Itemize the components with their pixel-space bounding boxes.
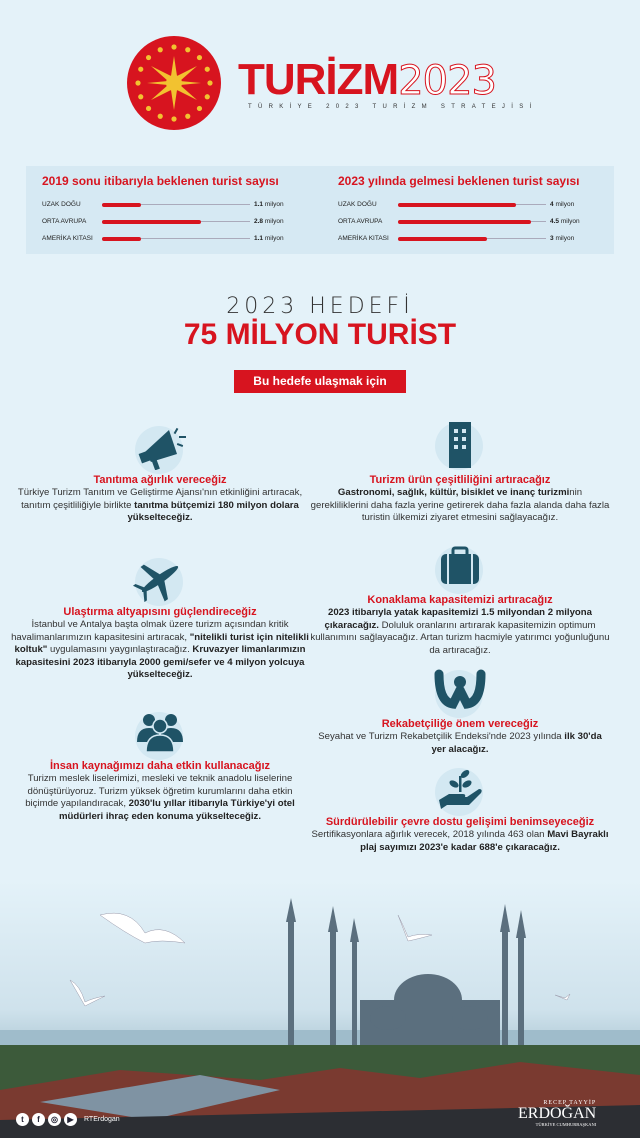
- stat-row: UZAK DOĞU 1.1 milyon: [42, 196, 312, 213]
- stat-row: ORTA AVRUPA 4.5 milyon: [338, 213, 608, 230]
- twitter-icon[interactable]: t: [16, 1113, 29, 1126]
- seal-star: [138, 66, 144, 72]
- stat-bar-track: [102, 236, 250, 241]
- stat-row: AMERİKA KITASI 1.1 milyon: [42, 230, 312, 247]
- stat-value: 3 milyon: [550, 235, 575, 242]
- seal-star: [145, 54, 152, 61]
- seal-star: [171, 116, 177, 122]
- seal-star: [145, 105, 152, 112]
- stat-bar-track: [102, 219, 250, 224]
- youtube-icon[interactable]: ▶: [64, 1113, 77, 1126]
- stat-region: ORTA AVRUPA: [42, 218, 87, 225]
- social-handle: RTErdogan: [84, 1116, 120, 1123]
- tourist-stats-panel: 2019 sonu itibarıyla beklenen turist say…: [26, 166, 614, 254]
- stats-2019: 2019 sonu itibarıyla beklenen turist say…: [42, 174, 312, 247]
- item-competitiveness: Rekabetçiliğe önem vereceğiz Seyahat ve T…: [310, 668, 610, 756]
- stat-value: 4.5 milyon: [550, 218, 580, 225]
- people-icon: [137, 714, 183, 753]
- logo-title: TURİZM2023: [238, 55, 497, 104]
- logo-subtitle: TÜRKİYE 2023 TURİZM STRATEJİSİ: [248, 104, 538, 110]
- suitcase-icon: [441, 546, 479, 584]
- item-transport: Ulaştırma altyapısını güçlendireceğiz İst…: [10, 556, 310, 682]
- seal-star: [157, 47, 163, 53]
- seal-star: [207, 80, 213, 86]
- stats-2023: 2023 yılında gelmesi beklenen turist say…: [338, 174, 608, 247]
- stat-row: ORTA AVRUPA 2.8 milyon: [42, 213, 312, 230]
- stat-region: AMERİKA KITASI: [42, 235, 93, 242]
- stat-value: 4 milyon: [550, 201, 575, 208]
- stat-value: 1.1 milyon: [254, 201, 284, 208]
- signature-block: RECEP TAYYİP ERDOĞAN TÜRKİYE CUMHURBAŞKA…: [518, 1100, 596, 1127]
- item-promotion: Tanıtıma ağırlık vereceğiz Türkiye Turizm…: [10, 424, 310, 525]
- goal-target: 75 MİLYON TURİST: [183, 318, 457, 351]
- plant-in-hand-icon: [439, 770, 482, 809]
- seal-star: [204, 94, 210, 100]
- stats-title: 2023 yılında gelmesi beklenen turist say…: [338, 174, 580, 188]
- seal-star: [196, 54, 203, 61]
- social-links: t f ◎ ▶ RTErdogan: [16, 1113, 120, 1126]
- item-product-diversity: Turizm ürün çeşitliliğini artıracağız Gas…: [310, 420, 610, 525]
- signature-last-name: ERDOĞAN: [518, 1105, 597, 1122]
- stat-bar-track: [398, 236, 546, 241]
- item-accommodation: Konaklama kapasitemizi artıracağız 2023 i…: [310, 544, 610, 657]
- stat-region: UZAK DOĞU: [338, 201, 377, 208]
- stat-bar: [102, 202, 141, 207]
- seal-star: [185, 113, 191, 119]
- stat-bar: [398, 202, 517, 207]
- stat-bar: [102, 219, 201, 224]
- stat-bar: [102, 236, 141, 241]
- stat-region: ORTA AVRUPA: [338, 218, 383, 225]
- seal-star: [196, 105, 203, 112]
- signature-title: TÜRKİYE CUMHURBAŞKANI: [535, 1122, 597, 1127]
- goal-heading: 2023 HEDEFİ: [226, 294, 414, 319]
- seal-star: [185, 47, 191, 53]
- goal-banner: Bu hedefe ulaşmak için: [234, 370, 406, 393]
- stats-title: 2019 sonu itibarıyla beklenen turist say…: [42, 174, 279, 188]
- arm-wrestling-icon: [434, 669, 486, 709]
- item-human-resources: İnsan kaynağımızı daha etkin kullanacağı…: [10, 710, 310, 823]
- seal-star: [171, 44, 177, 50]
- stat-row: UZAK DOĞU 4 milyon: [338, 196, 608, 213]
- airplane-icon: [132, 564, 179, 603]
- seal-star: [138, 94, 144, 100]
- seal-star: [135, 80, 141, 86]
- instagram-icon[interactable]: ◎: [48, 1113, 61, 1126]
- stat-region: AMERİKA KITASI: [338, 235, 389, 242]
- stat-row: AMERİKA KITASI 3 milyon: [338, 230, 608, 247]
- stat-value: 2.8 milyon: [254, 218, 284, 225]
- stat-bar-track: [398, 219, 546, 224]
- seal-star: [204, 66, 210, 72]
- signature-first-name: RECEP TAYYİP: [543, 1100, 597, 1106]
- stat-region: UZAK DOĞU: [42, 201, 81, 208]
- stat-value: 1.1 milyon: [254, 235, 284, 242]
- istanbul-mosque-photo: [0, 880, 640, 1138]
- item-sustainability: Sürdürülebilir çevre dostu gelişimi beni…: [310, 766, 610, 854]
- stat-bar: [398, 219, 532, 224]
- presidential-seal-logo: [127, 36, 221, 130]
- building-icon: [449, 422, 471, 468]
- megaphone-icon: [138, 427, 186, 471]
- stat-bar-track: [398, 202, 546, 207]
- stat-bar: [398, 236, 487, 241]
- seal-star: [157, 113, 163, 119]
- facebook-icon[interactable]: f: [32, 1113, 45, 1126]
- stat-bar-track: [102, 202, 250, 207]
